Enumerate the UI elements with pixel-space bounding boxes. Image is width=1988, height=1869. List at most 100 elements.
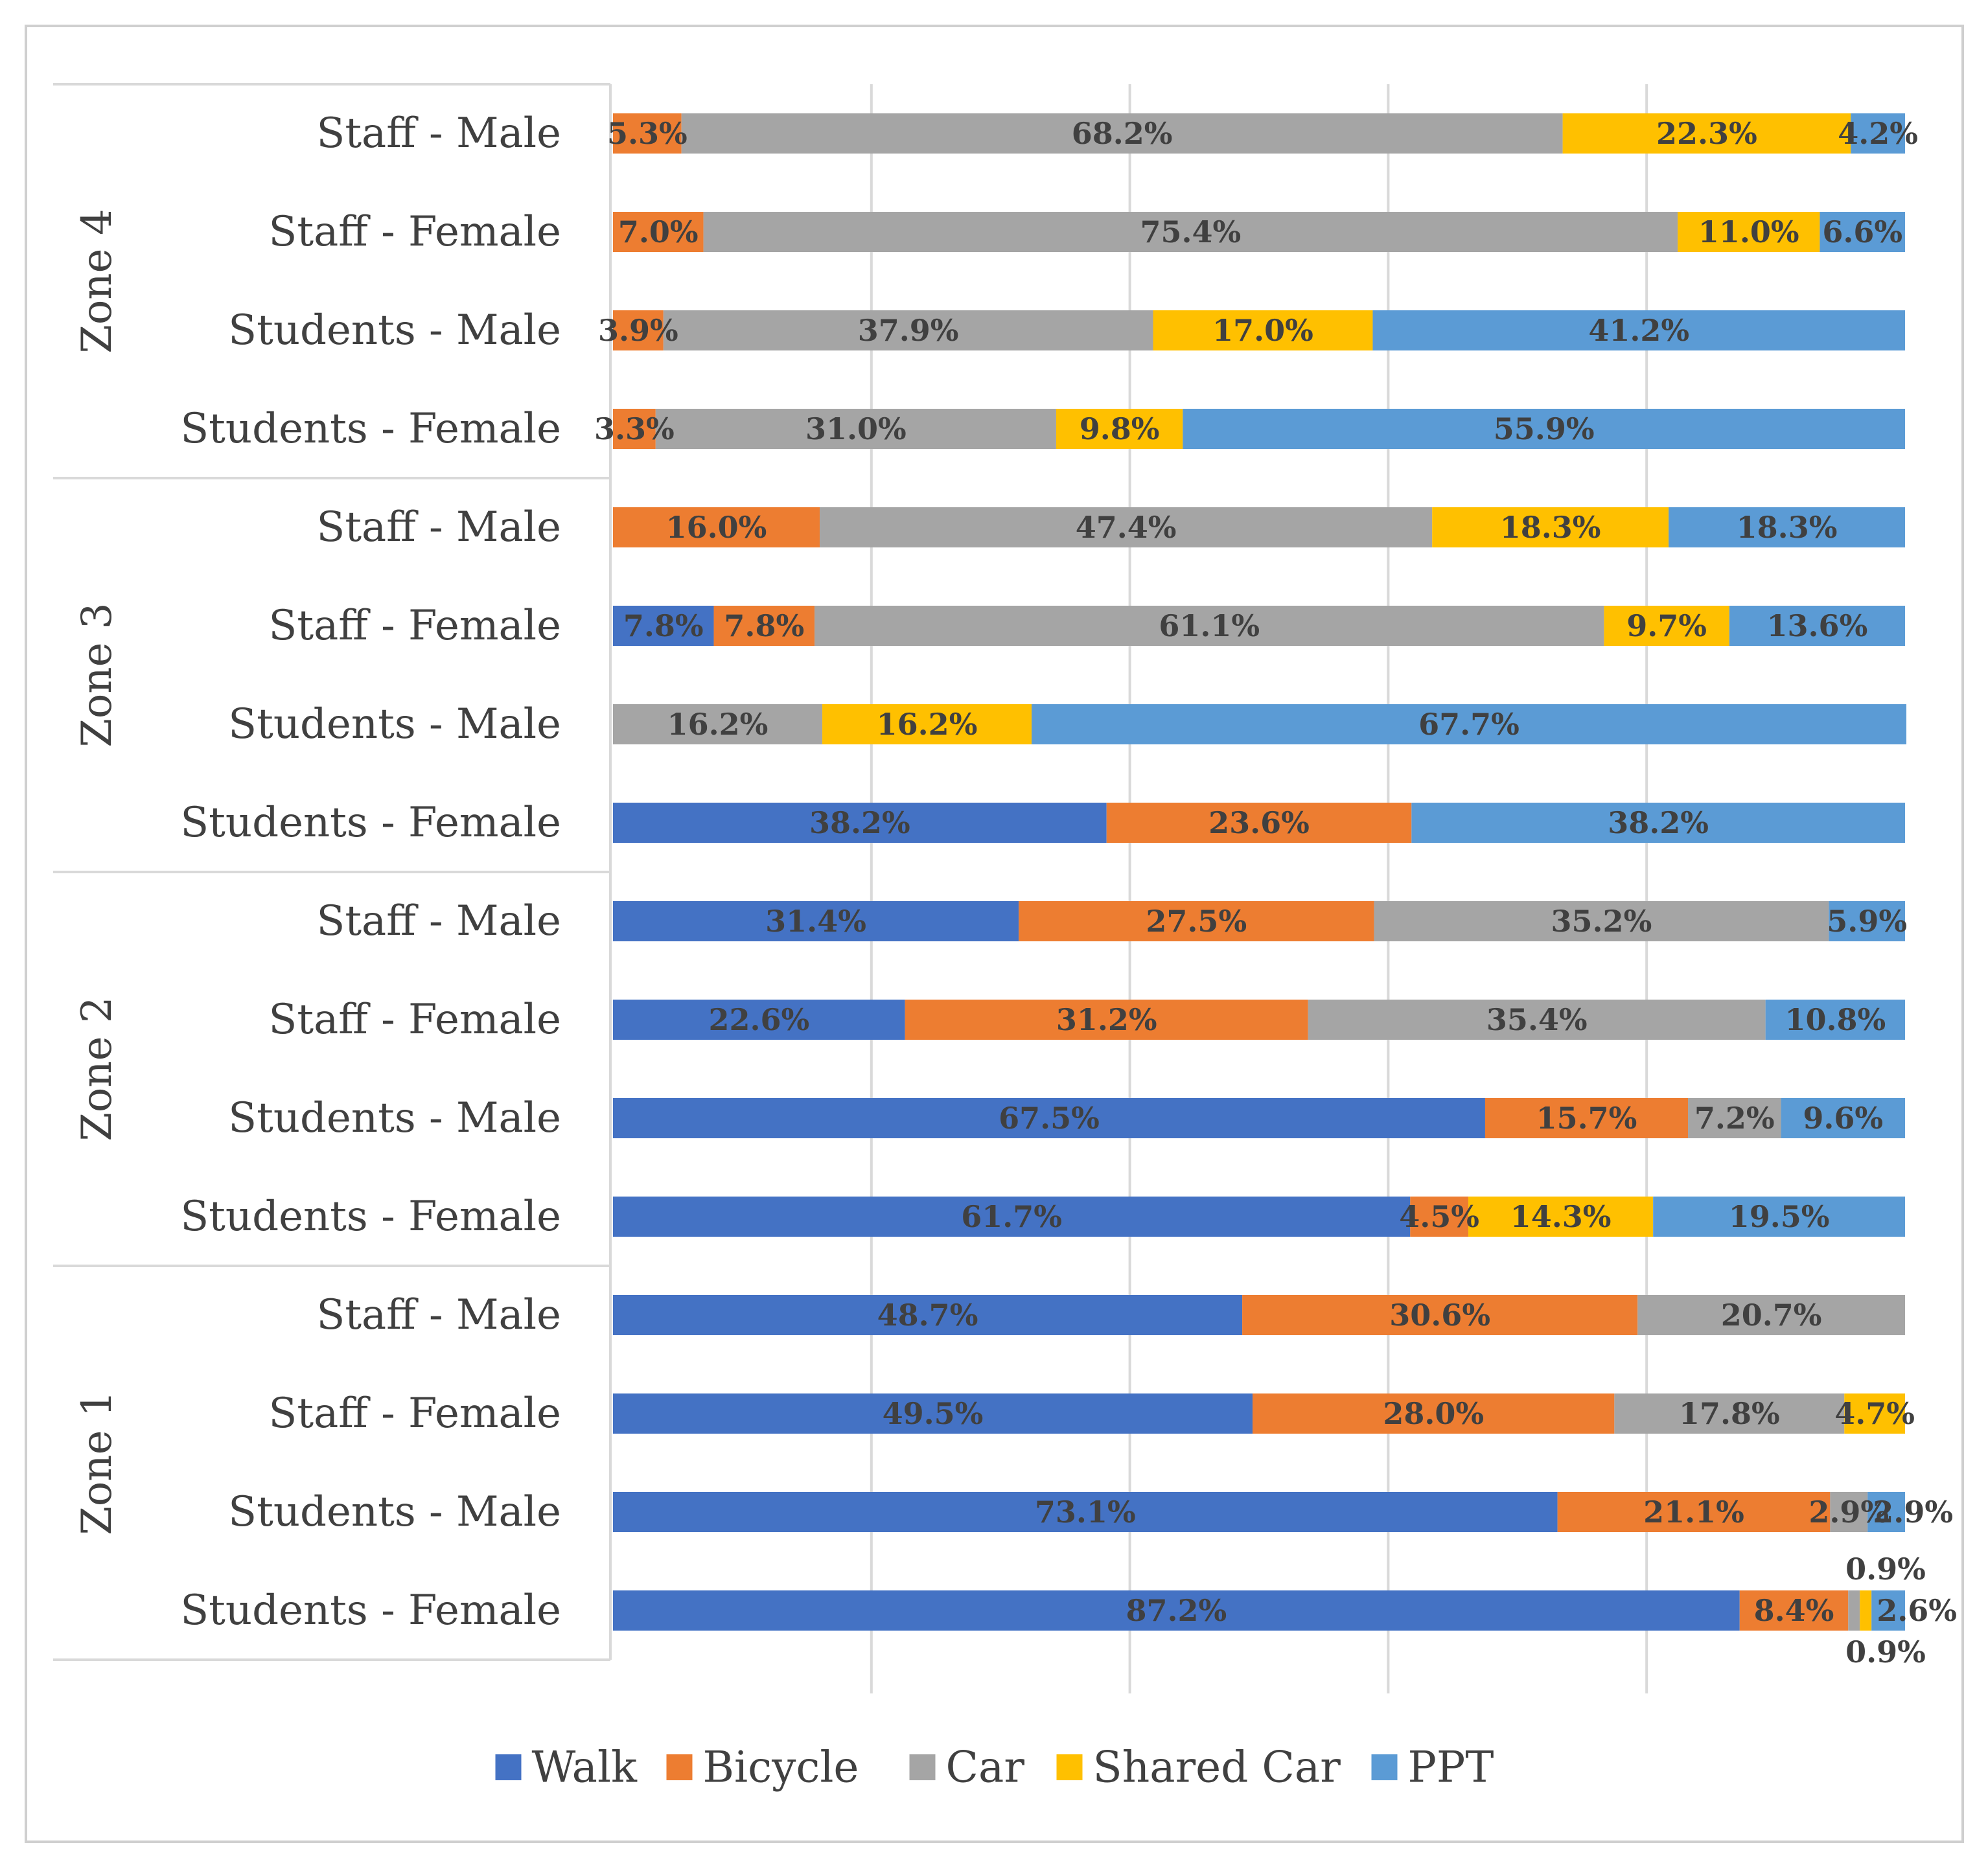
category-label: Staff - Female [269,996,561,1044]
data-label: 73.1% [1035,1495,1136,1530]
data-label: 27.5% [1146,904,1247,939]
data-label: 10.8% [1785,1002,1886,1037]
bar-segment-walk [613,1393,1253,1434]
data-label: 6.6% [1822,214,1902,249]
bar-segment-shared-car [822,704,1032,744]
data-label: 21.1% [1643,1495,1744,1530]
data-label: 7.2% [1694,1101,1775,1136]
bar-segment-ppt [1372,310,1905,350]
bar-segment-car [815,606,1604,646]
data-label: 4.7% [1834,1396,1915,1431]
legend-label-car: Car [946,1743,1025,1793]
bar-segment-shared-car [1860,1590,1872,1631]
bar-segment-walk [613,803,1107,843]
data-label: 15.7% [1536,1101,1637,1136]
bar-segment-ppt [1669,507,1905,547]
data-label: 67.7% [1418,707,1520,742]
bar-segment-car [1614,1393,1845,1434]
legend-swatch-walk [495,1754,522,1780]
bar-segment-bicycle [713,606,815,646]
bar-segment-car [613,704,823,744]
bar-segment-ppt [1411,803,1905,843]
data-label: 7.0% [618,214,699,249]
data-label: 87.2% [1126,1593,1227,1628]
bar-segment-bicycle [613,212,704,252]
data-label: 16.2% [667,707,769,742]
category-label: Students - Female [180,405,561,453]
data-label: 22.3% [1656,116,1757,151]
data-label: 3.3% [594,411,675,446]
bar-segment-ppt [1183,409,1905,449]
bar-segment-shared-car [1562,113,1851,154]
bar-segment-ppt [1653,1197,1905,1237]
category-label: Students - Male [228,306,561,354]
data-label: 2.9% [1873,1495,1953,1530]
data-label: 18.3% [1500,510,1601,545]
zone-label: Zone 1 [73,1390,121,1535]
data-label: 17.0% [1212,313,1313,348]
legend-swatch-car [909,1754,936,1780]
data-label: 41.2% [1588,313,1689,348]
bar-segment-ppt [1765,1000,1905,1040]
zone-label: Zone 3 [73,602,121,747]
data-label: 38.2% [1608,805,1709,840]
bar-segment-walk [613,901,1019,941]
data-label: 11.0% [1698,214,1799,249]
data-label: 55.9% [1494,411,1595,446]
data-label: 23.6% [1208,805,1310,840]
data-label: 31.4% [765,904,866,939]
data-label: 67.5% [999,1101,1100,1136]
bar-segment-bicycle [1485,1098,1689,1138]
data-label: 0.9% [1845,1552,1926,1587]
bar-segment-ppt [1032,704,1906,744]
bar-segment-walk [613,1197,1411,1237]
data-label: 0.9% [1845,1634,1926,1669]
data-label: 47.4% [1076,510,1177,545]
bar-segment-bicycle [1739,1590,1849,1631]
data-label: 22.6% [708,1002,809,1037]
bar-segment-bicycle [1557,1492,1831,1532]
bar-segment-ppt [1851,113,1905,154]
bar-segment-ppt [1871,1590,1905,1631]
bar-segment-bicycle [1242,1295,1638,1335]
data-label: 37.9% [858,313,959,348]
category-label: Students - Female [180,1193,561,1241]
bar-segment-car [1848,1590,1860,1631]
category-label: Staff - Male [316,1291,561,1339]
data-label: 14.3% [1510,1199,1612,1234]
data-label: 61.7% [961,1199,1062,1234]
legend: Walk Bicycle Car Shared Car PPT [495,1743,1494,1793]
data-label: 31.0% [805,411,907,446]
category-label: Staff - Female [269,208,561,256]
bar-segment-ppt [1729,606,1905,646]
legend-label-bicycle: Bicycle [703,1743,859,1793]
bar-segment-car [1830,1492,1868,1532]
data-label: 17.8% [1679,1396,1780,1431]
zone-label: Zone 2 [73,996,121,1141]
data-label: 61.1% [1159,608,1260,643]
data-label: 9.7% [1626,608,1707,643]
bar-segment-car [681,113,1563,154]
category-label: Staff - Female [269,1390,561,1438]
data-label: 35.4% [1486,1002,1588,1037]
bar-segment-walk [613,1000,905,1040]
bars [613,113,1906,1631]
bar-segment-shared-car [1844,1393,1905,1434]
data-label: 31.2% [1056,1002,1157,1037]
legend-swatch-ppt [1371,1754,1398,1780]
bar-segment-car [820,507,1433,547]
bar-segment-bicycle [1253,1393,1615,1434]
bar-segment-ppt [1820,212,1905,252]
bar-segment-bicycle [1410,1197,1469,1237]
bar-segment-car [663,310,1153,350]
data-label: 13.6% [1767,608,1868,643]
legend-label-walk: Walk [532,1743,638,1793]
data-label: 9.6% [1803,1101,1883,1136]
bar-segment-car [655,409,1056,449]
data-label: 49.5% [883,1396,984,1431]
bar-segment-shared-car [1153,310,1373,350]
bar-segment-bicycle [1106,803,1412,843]
bar-segment-ppt [1829,901,1905,941]
data-label: 19.5% [1729,1199,1830,1234]
